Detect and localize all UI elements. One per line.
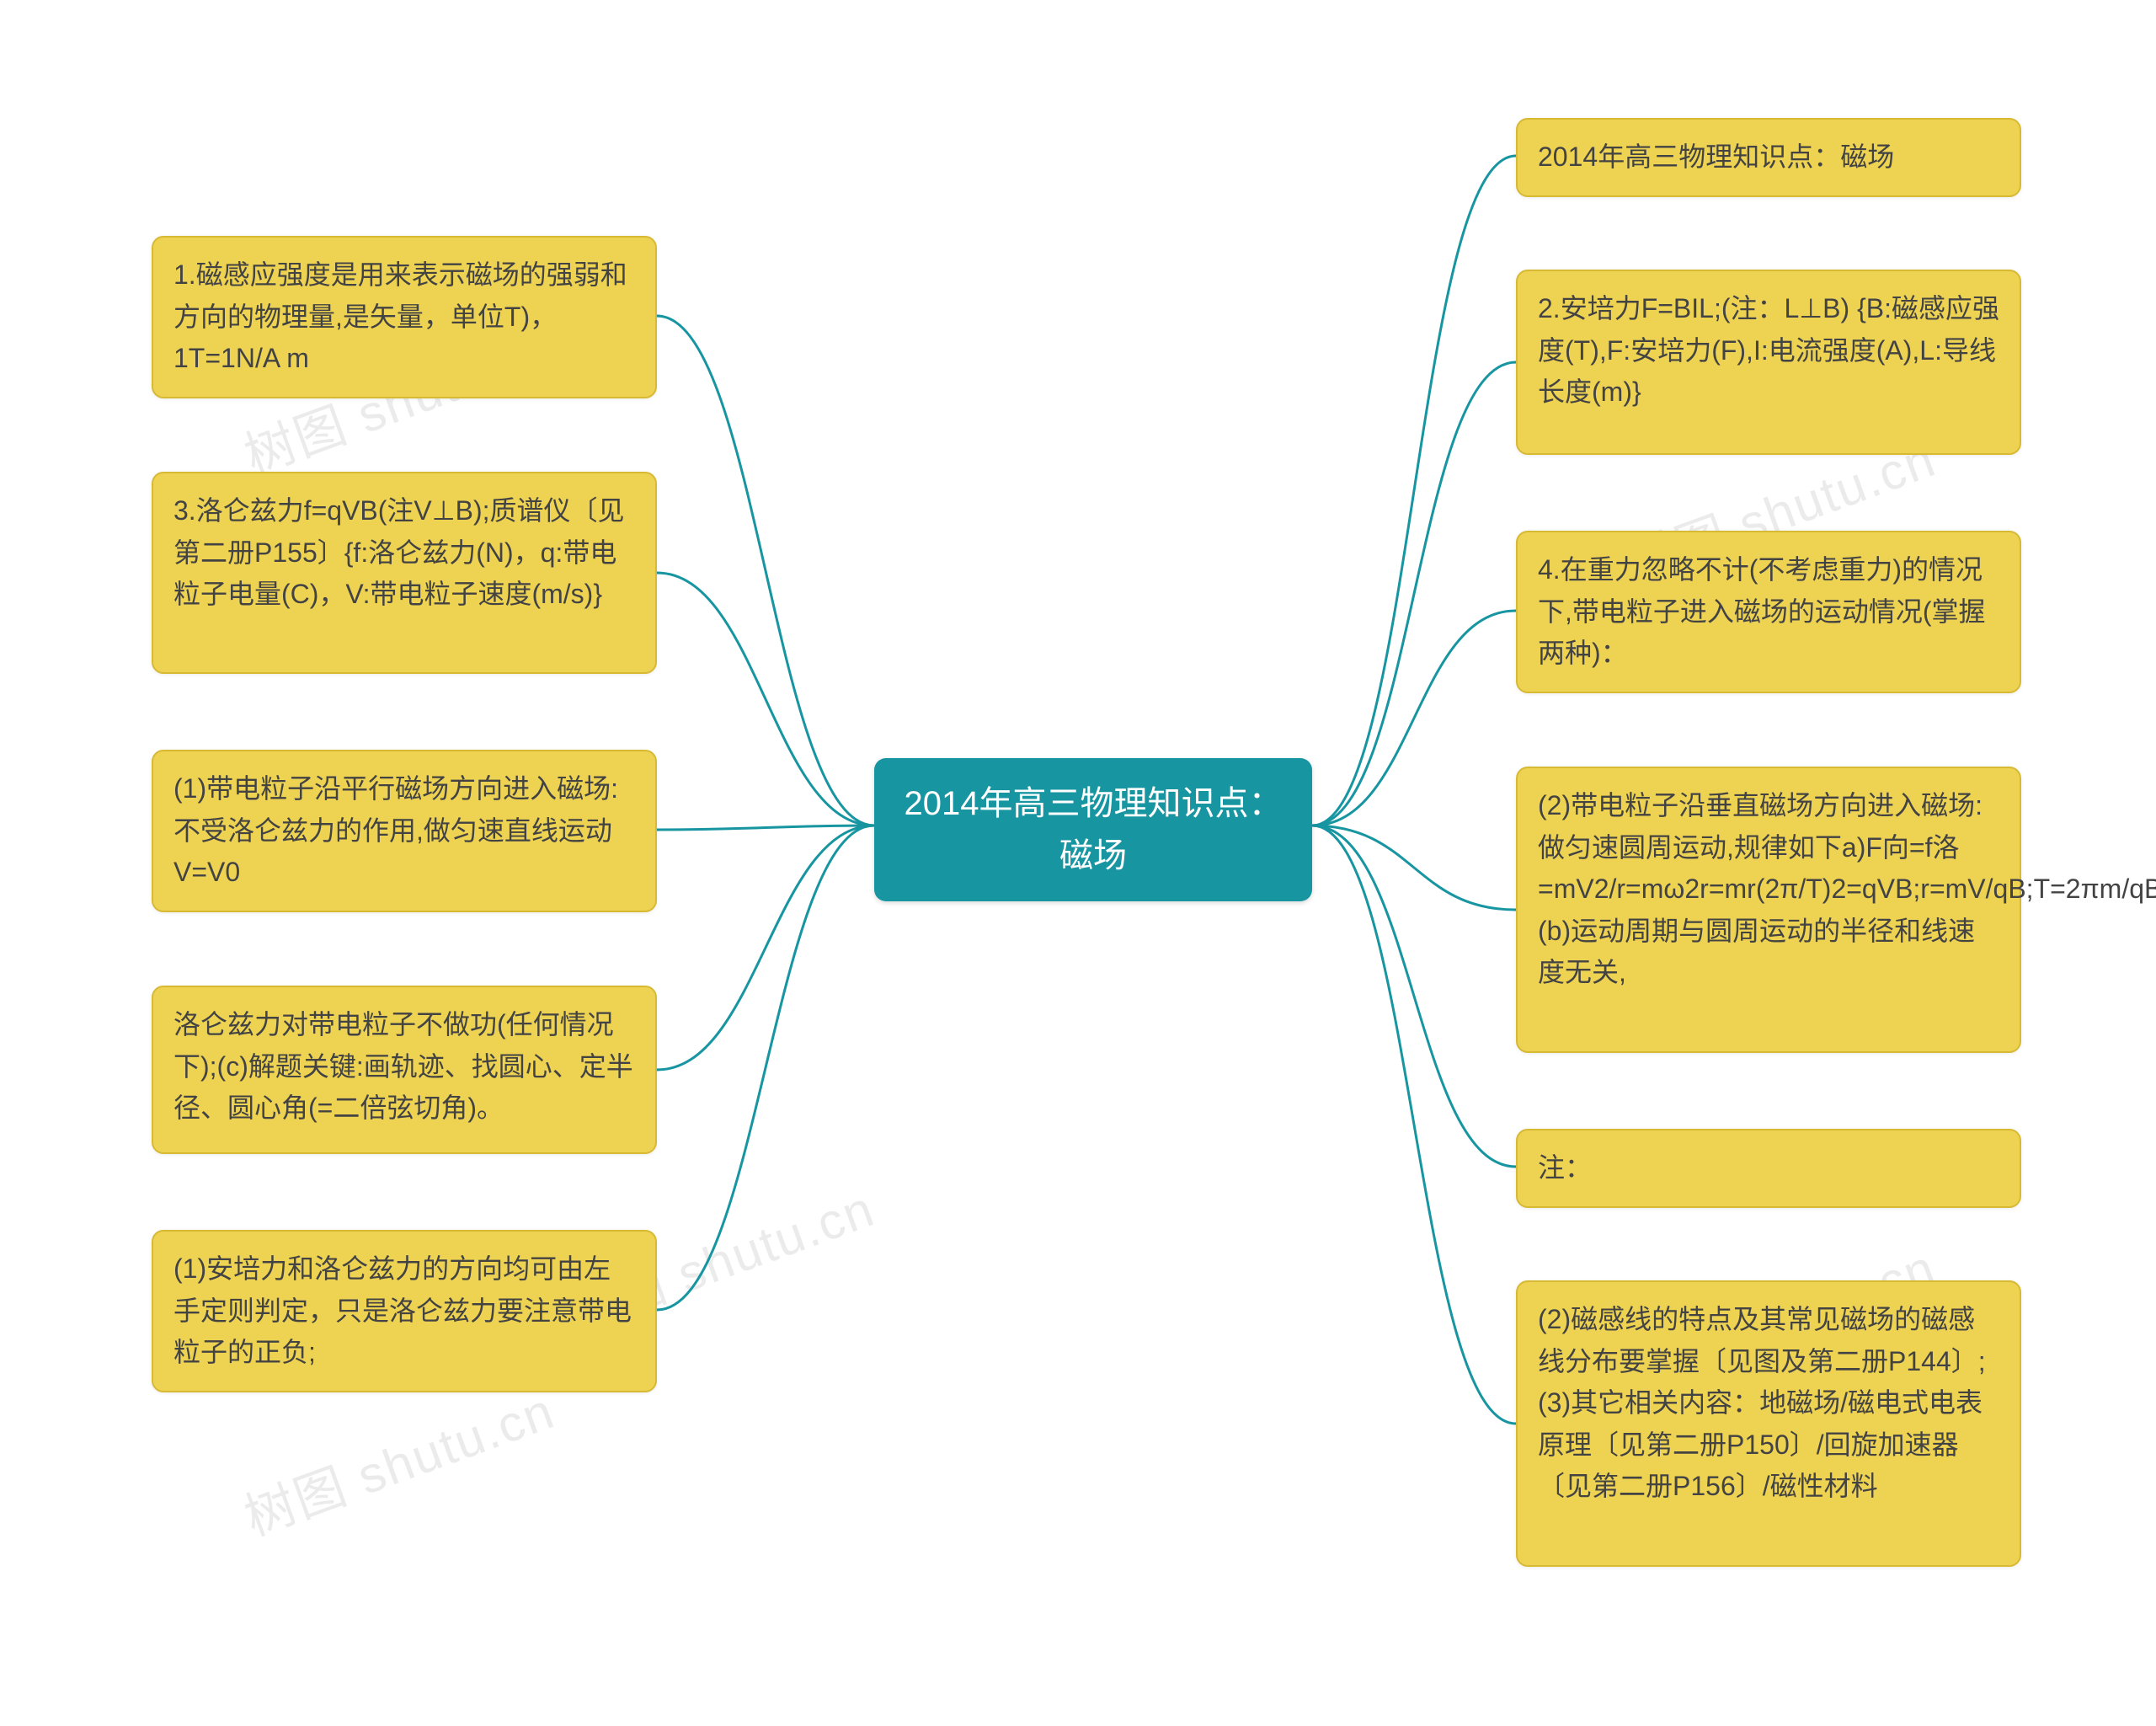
connector-1 bbox=[657, 573, 874, 826]
center-node: 2014年高三物理知识点：磁场 bbox=[874, 758, 1312, 901]
connector-5 bbox=[1312, 156, 1516, 826]
leaf-node-left-1: 3.洛仑兹力f=qVB(注V⊥B);质谱仪〔见第二册P155〕{f:洛仑兹力(N… bbox=[152, 472, 657, 674]
leaf-node-left-0: 1.磁感应强度是用来表示磁场的强弱和方向的物理量,是矢量，单位T)，1T=1N/… bbox=[152, 236, 657, 398]
leaf-node-right-5: (2)磁感线的特点及其常见磁场的磁感线分布要掌握〔见图及第二册P144〕;(3)… bbox=[1516, 1280, 2021, 1567]
leaf-node-right-0: 2014年高三物理知识点：磁场 bbox=[1516, 118, 2021, 197]
connector-3 bbox=[657, 826, 874, 1070]
leaf-node-right-4: 注： bbox=[1516, 1129, 2021, 1208]
leaf-node-right-2: 4.在重力忽略不计(不考虑重力)的情况下,带电粒子进入磁场的运动情况(掌握两种)… bbox=[1516, 531, 2021, 693]
connector-10 bbox=[1312, 826, 1516, 1424]
leaf-node-right-3: (2)带电粒子沿垂直磁场方向进入磁场:做匀速圆周运动,规律如下a)F向=f洛=m… bbox=[1516, 767, 2021, 1053]
connector-6 bbox=[1312, 362, 1516, 826]
leaf-node-left-2: (1)带电粒子沿平行磁场方向进入磁场:不受洛仑兹力的作用,做匀速直线运动V=V0 bbox=[152, 750, 657, 912]
connector-7 bbox=[1312, 611, 1516, 826]
connector-0 bbox=[657, 316, 874, 826]
connector-4 bbox=[657, 826, 874, 1310]
connector-9 bbox=[1312, 826, 1516, 1167]
leaf-node-left-4: (1)安培力和洛仑兹力的方向均可由左手定则判定，只是洛仑兹力要注意带电粒子的正负… bbox=[152, 1230, 657, 1392]
leaf-node-right-1: 2.安培力F=BIL;(注：L⊥B) {B:磁感应强度(T),F:安培力(F),… bbox=[1516, 270, 2021, 455]
connector-2 bbox=[657, 826, 874, 830]
leaf-node-left-3: 洛仑兹力对带电粒子不做功(任何情况下);(c)解题关键:画轨迹、找圆心、定半径、… bbox=[152, 986, 657, 1154]
